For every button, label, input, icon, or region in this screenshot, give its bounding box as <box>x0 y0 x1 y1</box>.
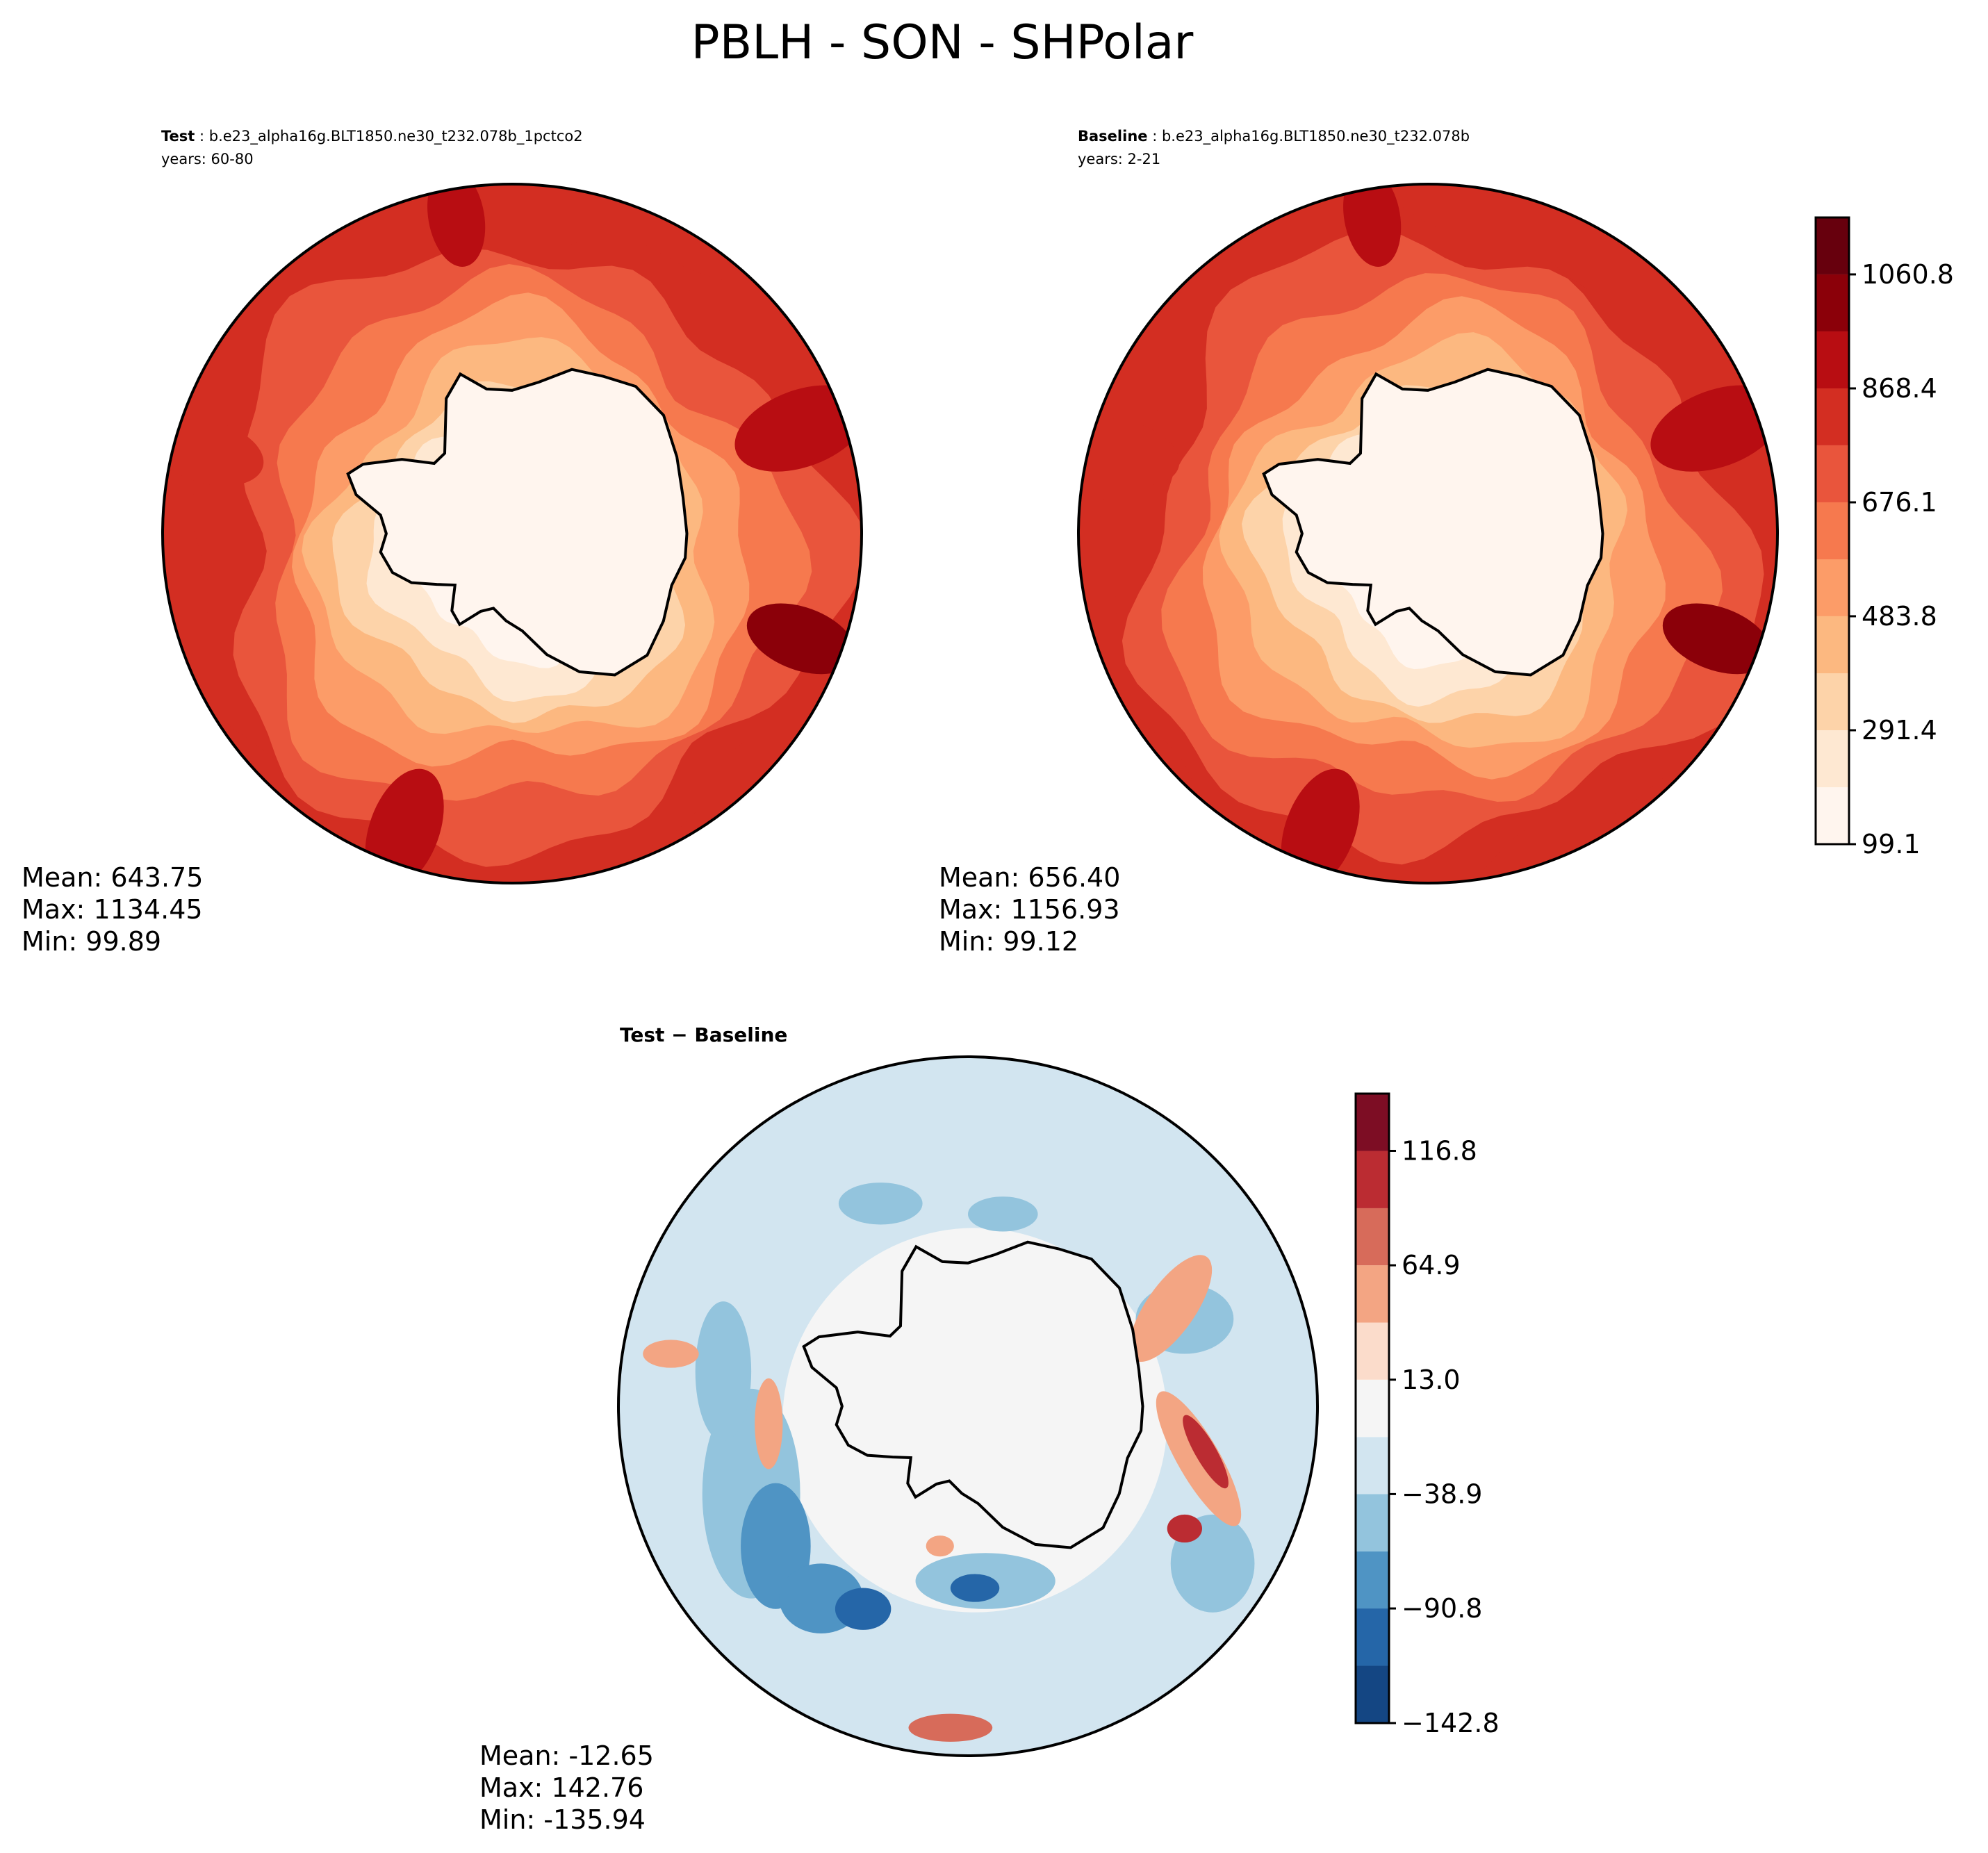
difference-negative-anomaly <box>968 1196 1038 1232</box>
baseline-land-fill <box>1263 369 1603 675</box>
difference-min: Min: -135.94 <box>479 1804 646 1835</box>
difference-negative-anomaly <box>950 1574 1000 1602</box>
difference-colorbar-tick-label: −38.9 <box>1402 1479 1482 1509</box>
difference-colorbar-swatch <box>1356 1551 1389 1609</box>
test-antarctica-coastline <box>346 368 689 677</box>
difference-colorbar-swatch <box>1356 1265 1389 1323</box>
difference-negative-anomaly <box>695 1301 752 1442</box>
pblh-colorbar-tick-label: 676.1 <box>1862 487 1937 518</box>
difference-colorbar-swatch <box>1356 1379 1389 1438</box>
test-antarctica-land <box>346 368 689 677</box>
figure-title: PBLH - SON - SHPolar <box>691 15 1194 70</box>
difference-colorbar-tick-label: 13.0 <box>1402 1365 1461 1395</box>
difference-mean: Mean: -12.65 <box>479 1740 654 1771</box>
difference-positive-anomaly <box>926 1535 954 1557</box>
baseline-panel: Baseline : b.e23_alpha16g.BLT1850.ne30_t… <box>939 128 1954 957</box>
difference-positive-anomaly <box>755 1378 783 1469</box>
pblh-colorbar-swatch <box>1816 730 1849 788</box>
difference-positive-anomaly <box>1129 1255 1213 1362</box>
baseline-mean: Mean: 656.40 <box>939 862 1120 893</box>
baseline-antarctica-land <box>1262 368 1604 677</box>
pblh-colorbar-swatch <box>1816 673 1849 731</box>
test-min: Min: 99.89 <box>22 926 161 957</box>
baseline-panel-label: Baseline : b.e23_alpha16g.BLT1850.ne30_t… <box>1078 128 1470 145</box>
difference-land-fill <box>803 1242 1143 1548</box>
pblh-colorbar-tick-label: 291.4 <box>1862 715 1937 746</box>
difference-negative-anomaly <box>835 1588 892 1630</box>
pblh-colorbar-tick-label: 483.8 <box>1862 601 1937 632</box>
baseline-label-bold: Baseline <box>1078 128 1148 145</box>
baseline-years: years: 2-21 <box>1078 151 1160 167</box>
baseline-high-pblh-patch <box>1078 418 1180 486</box>
difference-positive-anomaly <box>908 1713 993 1742</box>
pblh-colorbar-swatch <box>1816 217 1849 274</box>
test-years: years: 60-80 <box>161 151 254 167</box>
difference-antarctica-land <box>802 1240 1144 1549</box>
baseline-max: Max: 1156.93 <box>939 894 1120 925</box>
difference-colorbar-swatch <box>1356 1437 1389 1494</box>
difference-positive-anomaly <box>1167 1514 1203 1543</box>
difference-colorbar-tick-label: −90.8 <box>1402 1593 1482 1624</box>
baseline-antarctica-coastline <box>1262 368 1604 677</box>
baseline-label-case: : b.e23_alpha16g.BLT1850.ne30_t232.078b <box>1148 128 1470 145</box>
difference-map-fill <box>618 1057 1317 1756</box>
test-panel-label: Test : b.e23_alpha16g.BLT1850.ne30_t232.… <box>161 128 583 145</box>
difference-colorbar-tick-label: 116.8 <box>1402 1135 1477 1166</box>
baseline-high-pblh-patch <box>1662 603 1772 675</box>
pblh-colorbar-swatch <box>1816 502 1849 560</box>
difference-antarctica-coastline <box>802 1240 1144 1549</box>
pblh-colorbar: 99.1 291.4 483.8 676.1 868.4 1060.8 <box>1814 216 1954 859</box>
pblh-colorbar-swatch <box>1816 331 1849 389</box>
difference-negative-anomaly <box>838 1183 923 1225</box>
difference-colorbar-swatch <box>1356 1151 1389 1208</box>
difference-colorbar-swatch <box>1356 1094 1389 1151</box>
pblh-colorbar-tick-label: 1060.8 <box>1862 259 1954 290</box>
difference-colorbar: −142.8 −90.8 −38.9 13.0 64.9 116.8 <box>1354 1092 1500 1738</box>
difference-max: Max: 142.76 <box>479 1772 643 1803</box>
pblh-colorbar-swatch <box>1816 559 1849 616</box>
pblh-colorbar-swatch <box>1816 445 1849 502</box>
difference-positive-anomaly <box>643 1340 699 1368</box>
pblh-colorbar-swatch <box>1816 787 1849 844</box>
pblh-colorbar-tick-label: 868.4 <box>1862 373 1937 404</box>
pblh-colorbar-tick-label: 99.1 <box>1862 829 1921 859</box>
difference-colorbar-swatch <box>1356 1608 1389 1666</box>
test-mean: Mean: 643.75 <box>22 862 203 893</box>
difference-colorbar-frame <box>1354 1092 1390 1724</box>
baseline-min: Min: 99.12 <box>939 926 1078 957</box>
test-label-case: : b.e23_alpha16g.BLT1850.ne30_t232.078b_… <box>195 128 582 145</box>
difference-colorbar-swatch <box>1356 1665 1389 1723</box>
test-map-fill <box>163 184 862 883</box>
difference-colorbar-swatch <box>1356 1208 1389 1266</box>
pblh-colorbar-frame <box>1814 216 1850 846</box>
test-high-pblh-patch <box>746 603 856 675</box>
test-max: Max: 1134.45 <box>22 894 203 925</box>
difference-colorbar-tick-label: −142.8 <box>1402 1708 1500 1738</box>
pblh-colorbar-swatch <box>1816 274 1849 331</box>
pblh-colorbar-swatch <box>1816 616 1849 673</box>
difference-colorbar-tick-label: 64.9 <box>1402 1250 1461 1280</box>
difference-colorbar-swatch <box>1356 1322 1389 1380</box>
difference-panel: Test − Baseline Mean: -12.65 Max: 142.76… <box>479 1023 1500 1835</box>
difference-positive-anomaly <box>1183 1415 1229 1489</box>
baseline-map-fill <box>1078 184 1777 883</box>
test-panel: Test : b.e23_alpha16g.BLT1850.ne30_t232.… <box>22 128 863 957</box>
test-map-boundary <box>161 183 863 884</box>
baseline-high-pblh-patch <box>1650 385 1777 472</box>
test-high-pblh-patch <box>163 418 264 486</box>
difference-colorbar-swatch <box>1356 1494 1389 1551</box>
test-land-fill <box>347 369 687 675</box>
test-label-bold: Test <box>161 128 195 145</box>
pblh-colorbar-swatch <box>1816 388 1849 445</box>
difference-panel-label: Test − Baseline <box>620 1023 787 1046</box>
test-high-pblh-patch <box>734 385 862 472</box>
baseline-map-boundary <box>1077 183 1779 884</box>
difference-map-boundary <box>617 1055 1319 1757</box>
